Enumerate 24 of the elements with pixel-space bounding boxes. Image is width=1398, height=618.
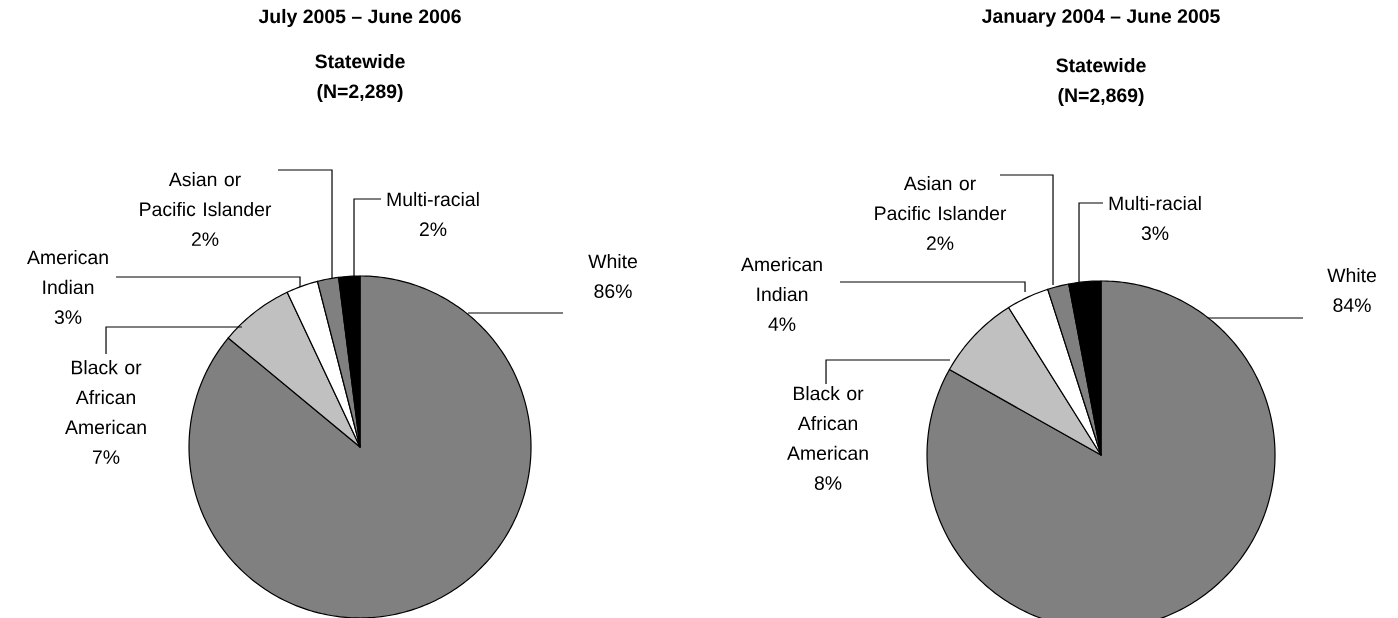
data-label: 8% (814, 476, 842, 490)
slice-label: Multi-racial (387, 191, 479, 207)
slice-label: Asian or Pacific Islander (875, 176, 1007, 221)
slice-label: American Indian (741, 257, 822, 302)
data-label: 86% (594, 284, 632, 299)
slice-label: White (588, 253, 637, 269)
data-label: 84% (1333, 298, 1371, 313)
slice-label: American Indian (27, 249, 108, 295)
data-label: 2% (191, 232, 219, 246)
slice-label: White (1327, 267, 1376, 283)
slice-label: Multi-racial (1109, 195, 1201, 211)
data-label: 2% (926, 236, 954, 250)
slice-label: Black or African American (787, 386, 868, 461)
chart-title: July 2005 – June 2006 (258, 8, 461, 28)
data-label: 3% (54, 310, 82, 325)
data-label: 2% (419, 222, 447, 237)
data-label: 3% (1141, 226, 1169, 241)
slice-label: Asian or Pacific Islander (140, 172, 272, 217)
chart-subtitle: Statewide (N=2,289) (315, 53, 405, 102)
data-label: 7% (92, 450, 120, 464)
chart-subtitle: Statewide (N=2,869) (1056, 57, 1146, 106)
chart-title: January 2004 – June 2005 (981, 9, 1220, 27)
slice-label: Black or African American (65, 360, 146, 435)
data-label: 4% (768, 317, 796, 331)
